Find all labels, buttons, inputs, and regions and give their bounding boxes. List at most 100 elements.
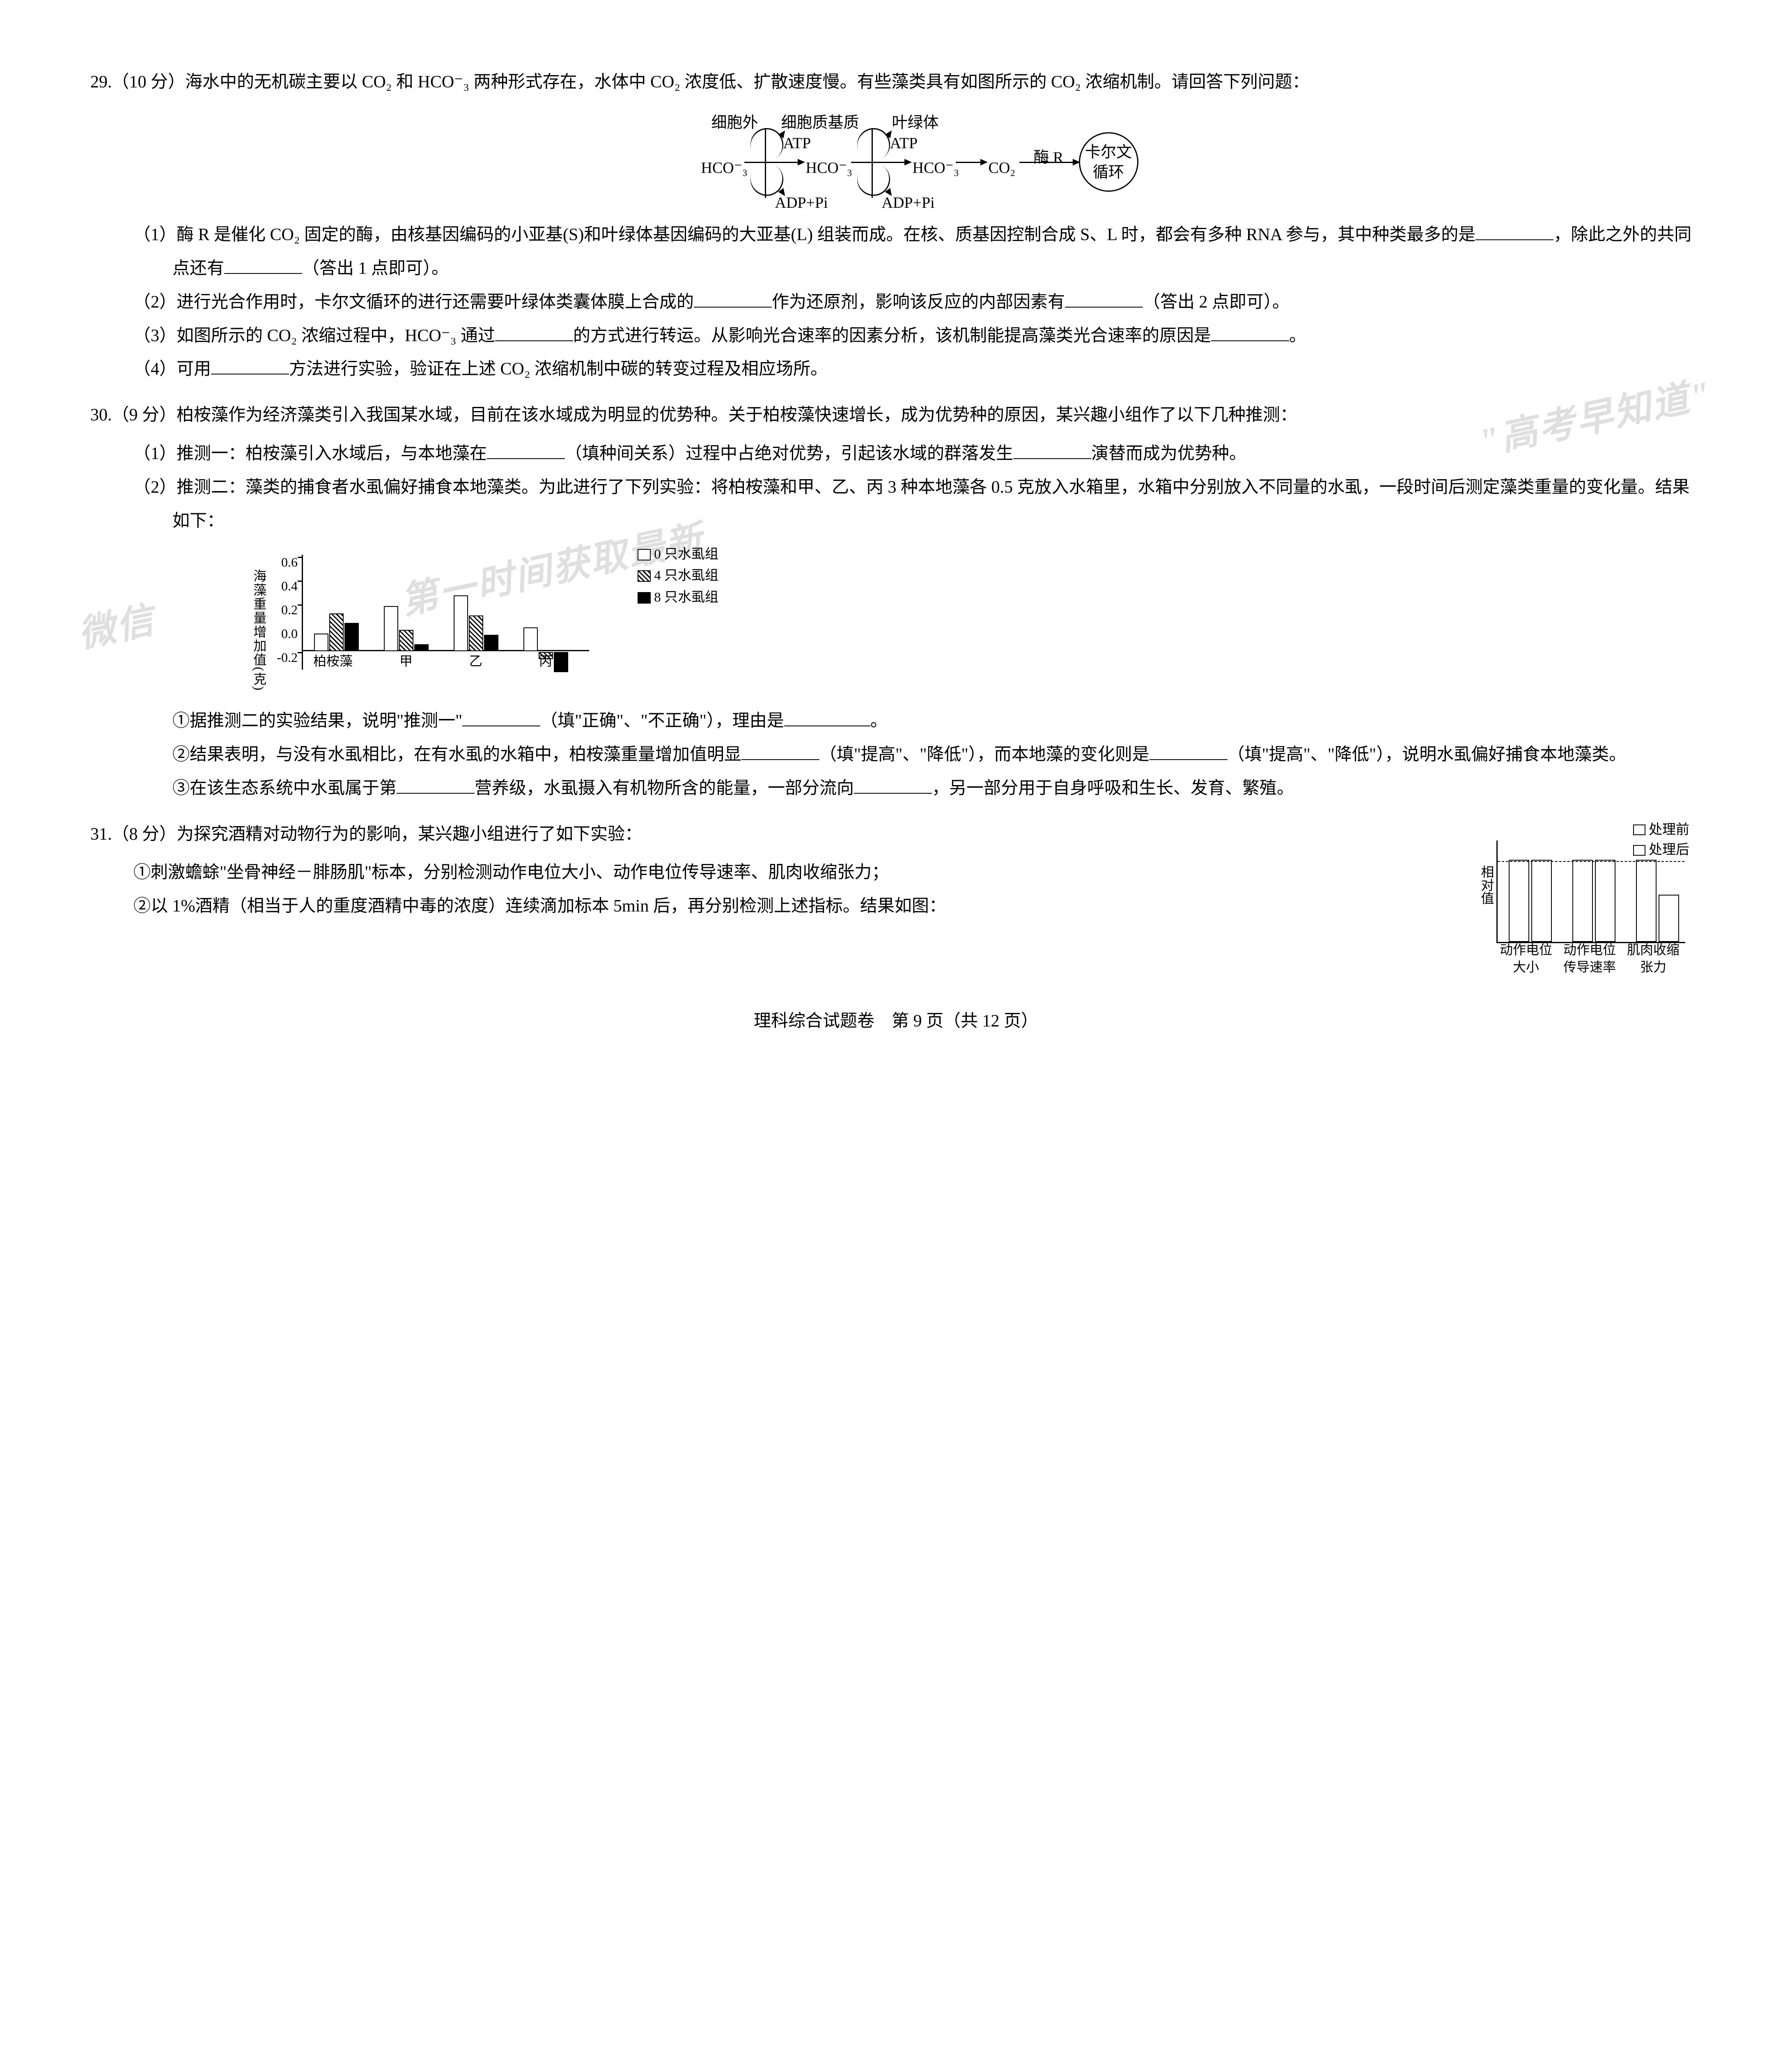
arrow-3: [956, 162, 980, 163]
arrowhead-1: [798, 159, 805, 165]
footer-subject: 理科综合试题卷: [754, 1012, 874, 1031]
q29-sub3: （3）如图所示的 CO₂ 浓缩过程中，HCO⁻₃ 通过的方式进行转运。从影响光合…: [90, 319, 1702, 353]
question-29: 29.（10 分）海水中的无机碳主要以 CO₂ 和 HCO⁻₃ 两种形式存在，水…: [90, 66, 1702, 386]
q30-header: 30.（9 分）柏桉藻作为经济藻类引入我国某水域，目前在该水域成为明显的优势种。…: [90, 399, 1702, 432]
q30-sub2q3: ③在该生态系统中水虱属于第营养级，水虱摄入有机物所含的能量，一部分流向，另一部分…: [90, 772, 1702, 806]
legend-text-4: 4 只水虱组: [654, 566, 718, 586]
ytick-00: 0.0: [273, 621, 298, 646]
legend-text-8: 8 只水虱组: [654, 588, 718, 608]
calvin-circle: 卡尔文 循环: [1079, 132, 1138, 192]
bar-j8: [414, 644, 429, 651]
blank-30-2q3b: [854, 773, 932, 793]
q31-xl-3: 肌肉收缩张力: [1627, 942, 1680, 976]
ytick-06: 0.6: [273, 549, 298, 575]
q31-bar-3b: [1659, 895, 1679, 942]
arrow-2: [851, 162, 904, 163]
blank-29-1a: [1475, 220, 1553, 240]
q29-s3b: 的方式进行转运。从影响光合速率的因素分析，该机制能提高藻类光合速率的原因是: [573, 326, 1211, 345]
q29-s1d: （答出 1 点即可）。: [302, 259, 449, 278]
watermark-3: 微信: [71, 585, 162, 671]
q30-s2q1a: ①据推测二的实验结果，说明"推测一": [172, 712, 462, 730]
q31-lt-before: 处理前: [1649, 820, 1689, 840]
blank-29-2a: [694, 287, 772, 307]
ytick-m02: -0.2: [273, 645, 298, 670]
adp-2: ADP+Pi: [882, 188, 935, 218]
q31-bar-2a: [1572, 860, 1593, 942]
q29-stem: 海水中的无机碳主要以 CO₂ 和 HCO⁻₃ 两种形式存在，水体中 CO₂ 浓度…: [185, 73, 1309, 92]
q31-bar-1b: [1531, 860, 1552, 942]
q29-s2a: （2）进行光合作用时，卡尔文循环的进行还需要叶绿体类囊体膜上合成的: [133, 293, 694, 312]
hco-1: HCO⁻₃: [701, 153, 748, 183]
legend-4: 4 只水虱组: [638, 566, 718, 586]
xlabel-c: 丙: [539, 648, 552, 674]
q31-sub1: ①刺激蟾蜍"坐骨神经－腓肠肌"标本，分别检测动作电位大小、动作电位传导速率、肌肉…: [90, 856, 1455, 890]
hco-3: HCO⁻₃: [913, 153, 959, 183]
q29-sub4: （4）可用 方法进行实验，验证在上述 CO₂ 浓缩机制中碳的转变过程及相应场所。: [90, 353, 1702, 386]
tl-3: [298, 652, 302, 653]
tl-0: [298, 557, 302, 558]
q31-bar-2b: [1595, 860, 1615, 942]
q30-s2q2c: （填"提高"、"降低"），说明水虱偏好捕食本地藻类。: [1228, 745, 1627, 764]
co2-label: CO₂: [989, 153, 1016, 183]
blank-29-3b: [1211, 320, 1289, 341]
q30-stem: 柏桉藻作为经济藻类引入我国某水域，目前在该水域成为明显的优势种。关于柏桉藻快速增…: [177, 406, 1297, 425]
blank-29-4: [211, 354, 289, 374]
q29-s4b: 方法进行实验，验证在上述 CO₂ 浓缩机制中碳的转变过程及相应场所。: [289, 360, 828, 379]
bar-y8: [484, 635, 498, 651]
q29-s1b: 组装而成。在核、质基因控制合成 S、L 时，都会有多种 RNA 参与，其中种类最…: [817, 225, 1475, 244]
q31-container: 31.（8 分）为探究酒精对动物行为的影响，某兴趣小组进行了如下实验： ①刺激蟾…: [90, 818, 1702, 980]
q30-s2q2a: ②结果表明，与没有水虱相比，在有水虱的水箱中，柏桉藻重量增加值明显: [172, 745, 741, 764]
q31-s2: ②以 1%酒精（相当于人的重度酒精中毒的浓度）连续滴加标本 5min 后，再分别…: [133, 897, 946, 916]
ytick-04: 0.4: [273, 573, 298, 599]
q29-s1a: （1）酶 R 是催化 CO₂ 固定的酶，由核基因编码的小亚基(S)和叶绿体基因编…: [133, 225, 813, 244]
q31-points: （8 分）: [112, 825, 177, 844]
q29-s2c: （答出 2 点即可）。: [1143, 293, 1290, 312]
q30-sub2: （2）推测二：藻类的捕食者水虱偏好捕食本地藻类。为此进行了下列实验：将柏桉藻和甲…: [90, 471, 1702, 538]
q30-number: 30.: [90, 406, 112, 425]
q31-chart: 处理前 处理后 相对值 动作电位大小 动作电位传导速率 肌肉收缩张力: [1455, 824, 1702, 980]
bar-c0: [523, 627, 538, 651]
xlabel-y: 乙: [469, 648, 482, 674]
ytick-02: 0.2: [273, 597, 298, 622]
arrow-1: [744, 162, 798, 163]
q31-number: 31.: [90, 825, 112, 844]
q30-s2a: （2）推测二：藻类的捕食者水虱偏好捕食本地藻类。为此进行了下列实验：将柏桉藻和甲…: [133, 478, 1690, 530]
adp-1: ADP+Pi: [775, 188, 828, 218]
q31-sub2: ②以 1%酒精（相当于人的重度酒精中毒的浓度）连续滴加标本 5min 后，再分别…: [90, 890, 1455, 923]
q30-sub1: （1）推测一：柏桉藻引入水域后，与本地藻在（填种间关系）过程中占绝对优势，引起该…: [90, 437, 1702, 471]
blank-30-1a: [487, 439, 565, 459]
tl-1: [298, 581, 302, 582]
bar-b4: [329, 613, 344, 651]
legend-text-0: 0 只水虱组: [654, 544, 718, 565]
calvin-1: 卡尔文: [1085, 144, 1132, 161]
blank-30-2q3a: [397, 773, 475, 793]
blank-30-2q1a: [462, 706, 540, 726]
q29-s2b: 作为还原剂，影响该反应的内部因素有: [772, 293, 1065, 312]
q30-sub2q1: ①据推测二的实验结果，说明"推测一"（填"正确"、"不正确"），理由是。: [90, 705, 1702, 738]
blank-30-2q1b: [784, 706, 870, 726]
blank-29-2b: [1065, 287, 1143, 307]
legend-8: 8 只水虱组: [638, 588, 718, 608]
q30-s1a: （1）推测一：柏桉藻引入水域后，与本地藻在: [133, 444, 487, 463]
q31-lb-before: [1633, 824, 1645, 835]
label-outside: 细胞外: [711, 108, 758, 138]
bar-c8: [554, 652, 568, 672]
q30-s2q3a: ③在该生态系统中水虱属于第: [172, 779, 397, 798]
q29-s3c: 。: [1289, 326, 1306, 345]
q30-s2q2b: （填"提高"、"降低"），而本地藻的变化则是: [819, 745, 1150, 764]
q30-s1c: 演替而成为优势种。: [1091, 444, 1246, 463]
q29-s4a: （4）可用: [133, 360, 211, 379]
q30-s2q3c: ，另一部分用于自身呼吸和生长、发育、繁殖。: [932, 779, 1294, 798]
q30-chart: 海藻重量增加值(克) 0.6 0.4 0.2 0.0 -0.2 柏桉藻 甲 乙 …: [234, 544, 727, 696]
blank-29-1b: [224, 253, 302, 273]
hco-2: HCO⁻₃: [806, 153, 853, 183]
arrowhead-2: [904, 159, 912, 165]
q30-points: （9 分）: [112, 406, 177, 425]
bar-y0: [454, 595, 468, 651]
q29-number: 29.: [90, 73, 112, 92]
q31-xl-2: 动作电位传导速率: [1563, 942, 1616, 976]
q31-yaxis-label: 相对值: [1474, 865, 1499, 905]
q29-points: （10 分）: [112, 73, 186, 92]
q30-yaxis: [302, 555, 303, 670]
q31-bar-1a: [1509, 860, 1529, 942]
